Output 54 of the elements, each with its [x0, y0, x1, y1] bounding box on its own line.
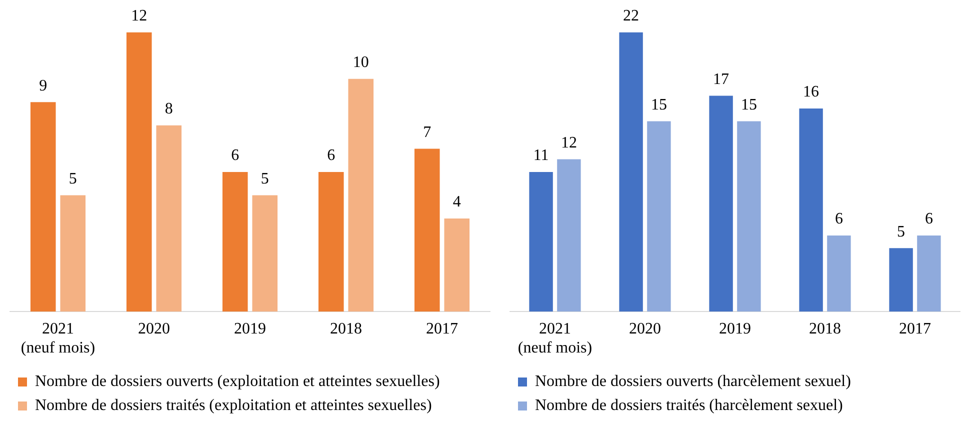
x-tick-label: 2021 (neuf mois) — [20, 320, 96, 357]
data-label: 4 — [452, 194, 461, 211]
data-label: 11 — [533, 147, 549, 164]
bar — [318, 172, 344, 312]
x-tick-label: 2019 — [719, 320, 751, 338]
x-tick-label: 2020 — [629, 320, 661, 338]
bar — [348, 78, 374, 312]
data-label: 7 — [423, 124, 432, 141]
data-label: 6 — [834, 210, 843, 228]
data-label: 8 — [164, 100, 173, 118]
bar — [60, 195, 86, 312]
bar — [222, 172, 248, 312]
data-label: 12 — [560, 134, 577, 152]
bar — [647, 121, 671, 312]
data-label: 9 — [39, 77, 48, 94]
bar — [889, 248, 913, 312]
data-label: 12 — [131, 8, 148, 25]
x-tick-label: 2021 (neuf mois) — [518, 320, 592, 357]
legend-label: Nombre de dossiers traités (harcèlement sexuel) — [535, 397, 843, 414]
bar — [126, 32, 152, 312]
data-label: 6 — [231, 147, 240, 164]
data-label: 16 — [803, 84, 820, 101]
bar — [557, 159, 581, 312]
bar — [444, 218, 470, 312]
bar — [709, 96, 733, 312]
x-tick-label: 2020 — [138, 320, 170, 338]
x-tick-label: 2019 — [234, 320, 266, 338]
data-label: 6 — [924, 210, 933, 228]
x-tick-label: 2017 — [899, 320, 931, 338]
data-label: 5 — [260, 170, 269, 188]
data-label: 5 — [68, 170, 77, 188]
data-label: 17 — [713, 71, 730, 88]
bar — [917, 235, 941, 312]
bar — [30, 102, 56, 312]
data-label: 15 — [740, 96, 757, 114]
legend-label: Nombre de dossiers traités (exploitation et atteintes sexuelles) — [35, 397, 432, 414]
data-label: 15 — [650, 96, 667, 114]
bar — [619, 32, 643, 312]
x-tick-label: 2018 — [330, 320, 362, 338]
data-label: 6 — [327, 147, 336, 164]
data-label: 5 — [897, 223, 906, 240]
data-label: 22 — [623, 8, 640, 25]
bar — [827, 235, 851, 312]
x-tick-label: 2017 — [426, 320, 458, 338]
bar — [156, 125, 182, 312]
legend-label: Nombre de dossiers ouverts (exploitation et atteintes sexuelles) — [35, 373, 440, 390]
bar — [799, 108, 823, 312]
data-label: 10 — [352, 54, 369, 72]
x-tick-label: 2018 — [809, 320, 841, 338]
bar — [737, 121, 761, 312]
legend-label: Nombre de dossiers ouverts (harcèlement sexuel) — [535, 373, 851, 390]
bar — [252, 195, 278, 312]
bar — [414, 148, 440, 312]
bar — [529, 172, 553, 312]
